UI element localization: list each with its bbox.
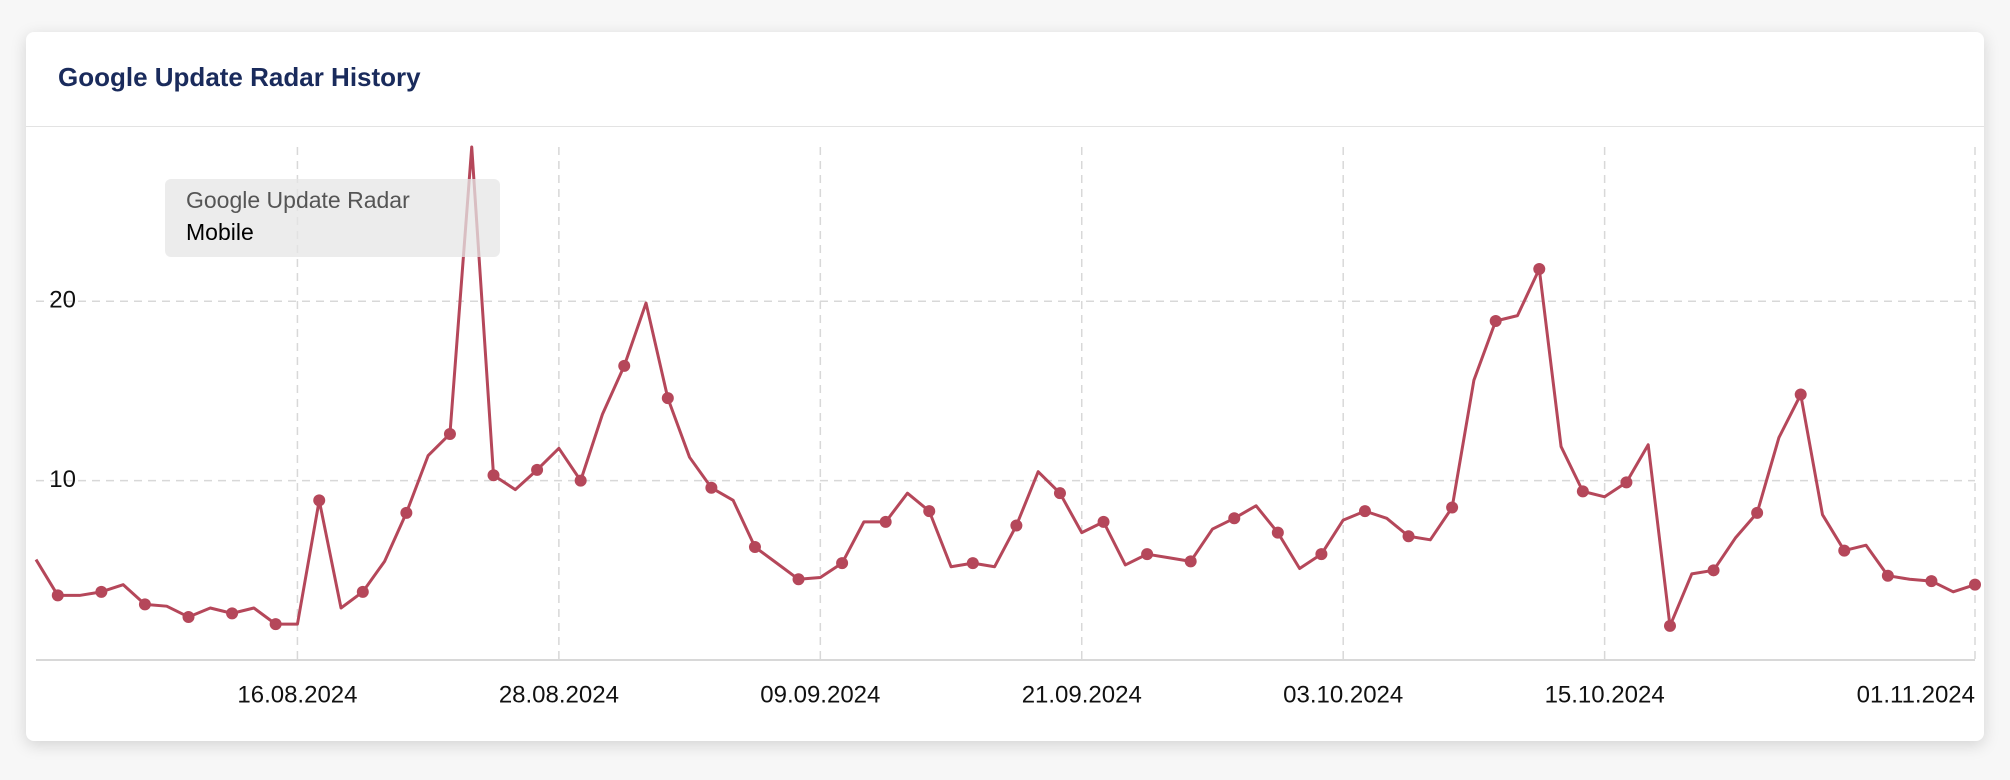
point [836,557,849,570]
point [1969,578,1981,591]
point [661,392,674,405]
point [1881,569,1894,582]
legend: Google Update Radar Mobile [165,179,500,257]
point [1141,548,1154,561]
point [1794,388,1807,401]
point [618,359,631,372]
point [226,607,239,620]
point [1097,515,1110,528]
x-tick-label: 01.11.2024 [1857,681,1975,708]
point [95,585,108,598]
point [1707,564,1720,577]
y-tick-label: 20 [49,287,76,314]
x-tick-label: 16.08.2024 [237,681,357,708]
point [1489,314,1502,327]
point [400,506,413,519]
point [1838,544,1851,557]
point [1620,476,1633,489]
x-tick-label: 03.10.2024 [1283,681,1403,708]
point [1184,555,1197,568]
point [1446,501,1459,514]
x-tick-label: 15.10.2024 [1545,681,1665,708]
point [138,598,151,611]
point [51,589,64,602]
x-tick-label: 21.09.2024 [1022,681,1142,708]
point [443,427,456,440]
point [923,505,936,518]
point [1751,506,1764,519]
point [705,481,718,494]
point [313,494,326,507]
point [1228,512,1241,525]
chart-title: Google Update Radar History [58,62,421,92]
legend-entry: Mobile [186,219,254,245]
point [879,515,892,528]
point [1358,505,1371,518]
point [182,610,195,623]
point [966,557,979,570]
point [356,585,369,598]
point [1663,619,1676,632]
point [1271,526,1284,539]
card: Google Update Radar History [26,32,1984,741]
x-tick-label: 28.08.2024 [499,681,619,708]
point [1053,487,1066,500]
legend-title: Google Update Radar [186,187,410,213]
point [1010,519,1023,532]
point [1925,575,1938,588]
point [531,463,544,476]
point [487,469,500,482]
point [574,474,587,487]
header-divider [26,126,1984,127]
point [269,618,282,631]
point [1533,262,1546,275]
legend-box [165,179,500,257]
x-tick-label: 09.09.2024 [760,681,880,708]
point [748,540,761,553]
point [1576,485,1589,498]
point [1315,548,1328,561]
point [792,573,805,586]
point [1402,530,1415,543]
y-tick-label: 10 [49,466,76,493]
